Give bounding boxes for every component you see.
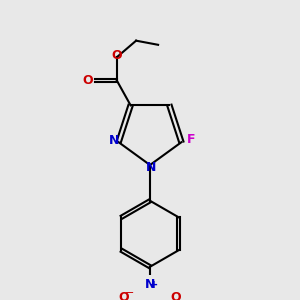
Text: −: − [125,288,134,298]
Text: N: N [145,278,155,291]
Text: N: N [109,134,120,147]
Text: O: O [83,74,93,87]
Text: O: O [171,290,182,300]
Text: +: + [150,280,158,290]
Text: N: N [146,161,157,174]
Text: F: F [187,133,195,146]
Text: O: O [118,290,129,300]
Text: O: O [112,49,122,62]
